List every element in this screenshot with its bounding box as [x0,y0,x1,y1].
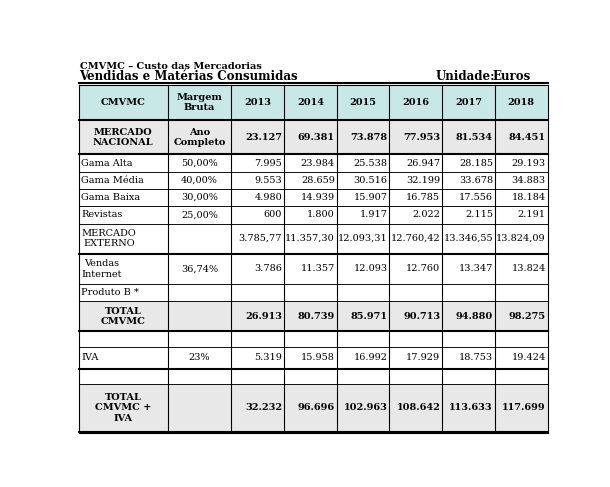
Text: 40,00%: 40,00% [181,176,218,185]
Text: 18.184: 18.184 [512,193,546,202]
Text: 26.947: 26.947 [406,159,440,168]
Text: 2013: 2013 [244,98,271,107]
Text: 11.357: 11.357 [301,264,335,273]
Text: 23.984: 23.984 [301,159,335,168]
Text: 28.185: 28.185 [459,159,493,168]
Text: Margem
Bruta: Margem Bruta [177,93,223,112]
Text: 98.275: 98.275 [509,312,546,321]
Text: 36,74%: 36,74% [181,264,218,273]
Text: 1.917: 1.917 [359,210,387,220]
Text: 102.963: 102.963 [343,403,387,412]
Text: IVA: IVA [82,353,99,362]
Text: 30.516: 30.516 [354,176,387,185]
Text: 117.699: 117.699 [502,403,546,412]
Text: 12.093,31: 12.093,31 [338,234,387,243]
Text: Euros: Euros [492,70,531,83]
Text: MERCADO
EXTERNO: MERCADO EXTERNO [82,229,136,248]
Text: 2.191: 2.191 [518,210,546,220]
Text: MERCADO
NACIONAL: MERCADO NACIONAL [93,128,154,147]
Text: Gama Baixa: Gama Baixa [82,193,140,202]
Text: 16.785: 16.785 [406,193,440,202]
Text: Revistas: Revistas [82,210,123,220]
Bar [79,85,548,120]
Text: 12.093: 12.093 [353,264,387,273]
Text: Vendidas e Matérias Consumidas: Vendidas e Matérias Consumidas [79,70,298,83]
Text: Gama Alta: Gama Alta [82,159,133,168]
Bar [79,384,548,431]
Text: 12.760: 12.760 [406,264,440,273]
Text: CMVMC – Custo das Mercadorias: CMVMC – Custo das Mercadorias [79,62,262,71]
Text: 80.739: 80.739 [298,312,335,321]
Text: 90.713: 90.713 [403,312,440,321]
Text: 33.678: 33.678 [459,176,493,185]
Text: 19.424: 19.424 [511,353,546,362]
Text: 600: 600 [264,210,282,220]
Text: 3.785,77: 3.785,77 [239,234,282,243]
Text: 2017: 2017 [455,98,482,107]
Text: 13.346,55: 13.346,55 [443,234,493,243]
Text: 50,00%: 50,00% [181,159,218,168]
Text: 32.199: 32.199 [406,176,440,185]
Text: 73.878: 73.878 [350,133,387,142]
Text: 11.357,30: 11.357,30 [285,234,335,243]
Text: Vendas
Internet: Vendas Internet [82,259,122,279]
Text: 13.347: 13.347 [459,264,493,273]
Text: 23%: 23% [188,353,210,362]
Text: 2015: 2015 [350,98,376,107]
Text: 2014: 2014 [297,98,324,107]
Text: 29.193: 29.193 [512,159,546,168]
Text: Ano
Completo: Ano Completo [173,128,226,147]
Text: Produto B *: Produto B * [82,288,139,297]
Text: 7.995: 7.995 [254,159,282,168]
Text: 23.127: 23.127 [245,133,282,142]
Text: 96.696: 96.696 [298,403,335,412]
Text: 2.022: 2.022 [412,210,440,220]
Bar [79,120,548,154]
Text: 1.800: 1.800 [307,210,335,220]
Text: 12.760,42: 12.760,42 [390,234,440,243]
Text: 17.929: 17.929 [406,353,440,362]
Bar [79,301,548,332]
Text: 94.880: 94.880 [456,312,493,321]
Text: TOTAL
CMVMC +
IVA: TOTAL CMVMC + IVA [95,393,151,423]
Text: 15.958: 15.958 [301,353,335,362]
Text: 5.319: 5.319 [254,353,282,362]
Text: 13.824,09: 13.824,09 [496,234,546,243]
Text: TOTAL
CMVMC: TOTAL CMVMC [101,307,146,326]
Text: 4.980: 4.980 [254,193,282,202]
Text: 25,00%: 25,00% [181,210,218,220]
Text: 18.753: 18.753 [459,353,493,362]
Text: 30,00%: 30,00% [181,193,218,202]
Text: 14.939: 14.939 [301,193,335,202]
Text: 34.883: 34.883 [512,176,546,185]
Text: 81.534: 81.534 [456,133,493,142]
Text: 9.553: 9.553 [254,176,282,185]
Text: 17.556: 17.556 [459,193,493,202]
Text: 108.642: 108.642 [396,403,440,412]
Text: 32.232: 32.232 [245,403,282,412]
Text: CMVMC: CMVMC [101,98,146,107]
Text: 84.451: 84.451 [509,133,546,142]
Text: 13.824: 13.824 [511,264,546,273]
Text: 69.381: 69.381 [298,133,335,142]
Text: Unidade:: Unidade: [436,70,495,83]
Text: 2016: 2016 [403,98,429,107]
Text: 113.633: 113.633 [450,403,493,412]
Text: 16.992: 16.992 [354,353,387,362]
Text: 3.786: 3.786 [254,264,282,273]
Text: 85.971: 85.971 [351,312,387,321]
Text: 2018: 2018 [508,98,535,107]
Text: 28.659: 28.659 [301,176,335,185]
Text: 77.953: 77.953 [403,133,440,142]
Text: Gama Média: Gama Média [82,176,144,185]
Text: 25.538: 25.538 [354,159,387,168]
Text: 15.907: 15.907 [354,193,387,202]
Text: 26.913: 26.913 [245,312,282,321]
Text: 2.115: 2.115 [465,210,493,220]
